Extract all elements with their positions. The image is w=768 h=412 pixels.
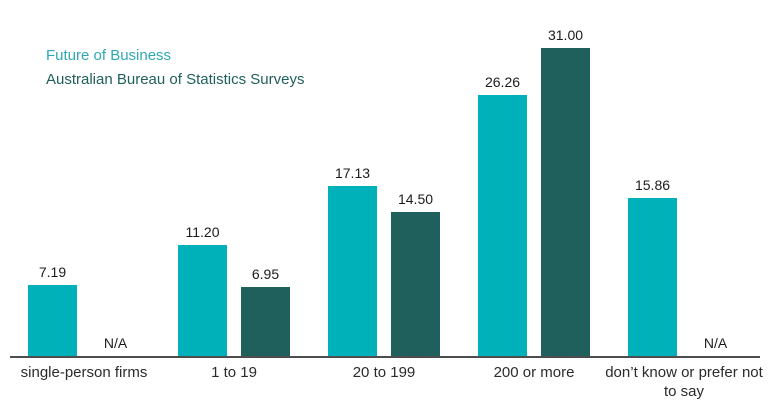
bar-series2: [391, 211, 440, 356]
bar-slot-series1: 15.86: [628, 26, 677, 356]
chart-legend: Future of Business Australian Bureau of …: [46, 44, 304, 92]
bar-group: 11.20 6.95: [178, 26, 290, 356]
bar-slot-series2: N/A: [691, 26, 740, 356]
bar-series1: [628, 198, 677, 356]
bar-slot-series1: 11.20: [178, 26, 227, 356]
bar-series1: [478, 95, 527, 356]
bar-slot-series2: 31.00: [541, 26, 590, 356]
bar-group: 17.13 14.50: [328, 26, 440, 356]
na-label: N/A: [703, 335, 728, 351]
bar-slot-series2: 6.95: [241, 26, 290, 356]
bar-slot-series2: 14.50: [391, 26, 440, 356]
bar-slot-series2: N/A: [91, 26, 140, 356]
bar-group: 7.19 N/A: [28, 26, 140, 356]
value-label: 7.19: [38, 263, 67, 280]
bar-slot-series1: 17.13: [328, 26, 377, 356]
value-label: 6.95: [251, 265, 280, 282]
bar-slot-series1: 26.26: [478, 26, 527, 356]
value-label: 17.13: [334, 164, 371, 181]
category-label: don’t know or prefer not to say: [605, 364, 763, 400]
legend-series1-label: Future of Business: [46, 47, 172, 64]
bar-series1: [178, 244, 227, 356]
value-label: 26.26: [484, 74, 521, 91]
bar-series2: [541, 48, 590, 356]
value-label: 14.50: [397, 190, 434, 207]
bar-series1: [328, 185, 377, 356]
bar-slot-series1: 7.19: [28, 26, 77, 356]
value-label: 15.86: [634, 177, 671, 194]
category-label: 1 to 19: [211, 364, 257, 381]
bar-group: 15.86 N/A: [628, 26, 740, 356]
legend-series2-label: Australian Bureau of Statistics Surveys: [46, 71, 305, 88]
value-label: 11.20: [185, 223, 220, 240]
bar-group: 26.26 31.00: [478, 26, 590, 356]
bar-series2: [241, 286, 290, 356]
na-label: N/A: [103, 335, 128, 351]
category-label: single-person firms: [20, 364, 148, 381]
bar-series1: [28, 284, 77, 356]
category-label: 200 or more: [493, 364, 575, 381]
value-label: 31.00: [547, 27, 584, 43]
x-axis-line: [10, 356, 760, 358]
category-label: 20 to 199: [352, 364, 416, 381]
